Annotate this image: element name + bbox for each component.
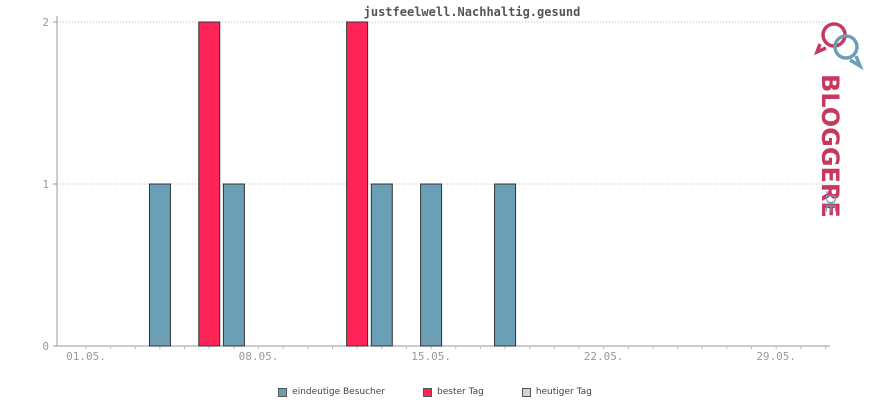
legend-item-today: heutiger Tag — [521, 384, 592, 400]
x-tick-label: 15.05. — [411, 350, 451, 363]
bloggerei-logo: BLOGGEREI .DE — [813, 22, 864, 218]
legend: eindeutige Besucher bester Tag heutiger … — [0, 384, 870, 400]
bar-visitors — [222, 183, 245, 347]
logo-text: BLOGGEREI — [816, 74, 844, 218]
bar-best-day — [346, 21, 369, 347]
legend-swatch-best-day — [423, 387, 432, 397]
x-axis-ticks: 01.05. 08.05. 15.05. 22.05. 29.05. — [66, 350, 796, 363]
legend-swatch-today — [521, 387, 531, 397]
bar-visitors — [148, 183, 171, 347]
y-tick-label: 0 — [42, 340, 49, 353]
legend-label-visitors: eindeutige Besucher — [292, 387, 385, 397]
logo-suffix: .DE — [822, 190, 837, 212]
speech-bubbles-icon — [813, 22, 864, 71]
grid-lines — [57, 21, 830, 185]
bar-best-day — [198, 21, 221, 347]
y-axis-ticks: 0 1 2 — [42, 16, 49, 353]
x-tick-label: 08.05. — [239, 350, 279, 363]
legend-item-visitors: eindeutige Besucher — [278, 384, 385, 400]
y-tick-label: 2 — [42, 16, 49, 29]
chart-title: justfeelwell.Nachhaltig.gesund — [364, 5, 581, 19]
bars — [148, 21, 517, 347]
legend-label-best-day: bester Tag — [437, 387, 484, 397]
bar-visitors — [370, 183, 393, 347]
y-tick-label: 1 — [42, 178, 49, 191]
x-tick-label: 29.05. — [756, 350, 796, 363]
bar-visitors — [494, 183, 517, 347]
bar-visitors — [420, 183, 443, 347]
legend-item-best-day: bester Tag — [423, 384, 484, 400]
x-tick-label: 22.05. — [584, 350, 624, 363]
legend-label-today: heutiger Tag — [535, 387, 592, 397]
legend-swatch-visitors — [278, 387, 288, 397]
x-tick-label: 01.05. — [66, 350, 106, 363]
